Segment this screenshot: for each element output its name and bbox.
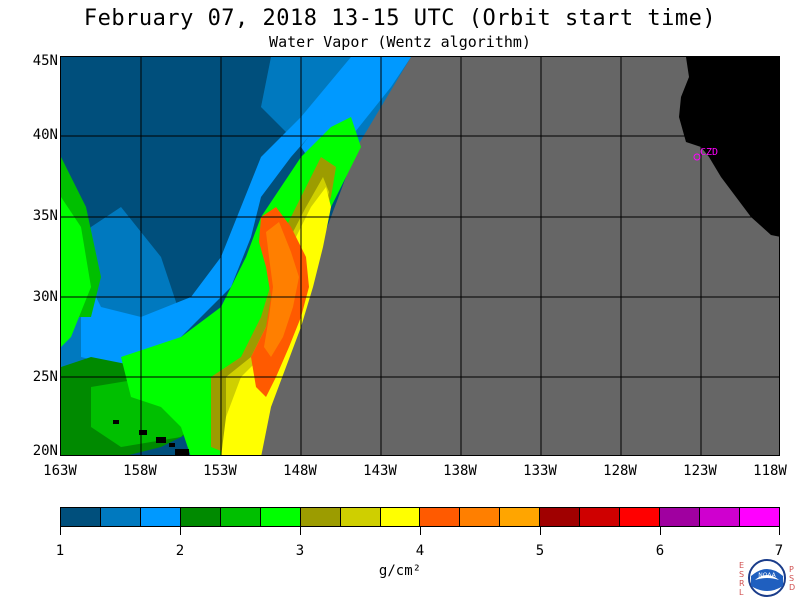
colorbar-tick: [420, 527, 421, 535]
map-subtitle: Water Vapor (Wentz algorithm): [269, 33, 531, 51]
colorbar-tick: [60, 527, 61, 535]
colorbar-swatch: [140, 508, 181, 526]
lat-label: 40N: [32, 127, 58, 143]
lon-label: 133W: [523, 463, 557, 479]
city-marker: [693, 153, 701, 161]
colorbar-label: 4: [415, 543, 425, 559]
lat-label: 45N: [32, 53, 58, 69]
colorbar-swatch: [180, 508, 221, 526]
colorbar-swatch: [220, 508, 261, 526]
colorbar-swatch: [500, 508, 541, 526]
lon-label: 148W: [283, 463, 317, 479]
colorbar-swatch: [700, 508, 740, 526]
colorbar-label: 3: [295, 543, 305, 559]
city-label: CZD: [700, 147, 719, 158]
lon-label: 153W: [203, 463, 237, 479]
logo-letter-right: D: [789, 583, 795, 592]
colorbar-unit: g/cm²: [378, 563, 422, 579]
colorbar-label: 6: [655, 543, 665, 559]
colorbar-tick: [660, 527, 661, 535]
lat-label: 25N: [32, 369, 58, 385]
colorbar-label: 2: [175, 543, 185, 559]
colorbar-swatch: [540, 508, 581, 526]
lon-label: 118W: [753, 463, 787, 479]
colorbar-swatch: [380, 508, 421, 526]
colorbar-swatch: [460, 508, 501, 526]
logo-letter-left: R: [739, 579, 745, 588]
colorbar-swatch: [420, 508, 461, 526]
colorbar-swatch: [100, 508, 141, 526]
hawaii-islands: [113, 420, 189, 455]
lon-label: 143W: [363, 463, 397, 479]
colorbar-tick: [540, 527, 541, 535]
colorbar-swatch: [739, 508, 779, 526]
logo-letter-left: E: [739, 561, 744, 570]
colorbar-label: 5: [535, 543, 545, 559]
logo-letter-right: S: [789, 574, 794, 583]
logo-letter-left: L: [739, 588, 744, 597]
water-vapor-map: [60, 56, 780, 456]
land-california: [679, 57, 779, 237]
colorbar-swatch: [61, 508, 101, 526]
colorbar-swatch: [340, 508, 381, 526]
colorbar-swatch: [660, 508, 700, 526]
lat-label: 30N: [32, 289, 58, 305]
data-swath: [61, 57, 411, 455]
colorbar-tick: [779, 527, 780, 535]
map-title: February 07, 2018 13-15 UTC (Orbit start…: [83, 6, 717, 31]
colorbar-swatch: [580, 508, 621, 526]
lat-label: 20N: [32, 443, 58, 459]
colorbar-label: 7: [774, 543, 784, 559]
colorbar-swatch: [300, 508, 341, 526]
lat-label: 35N: [32, 208, 58, 224]
colorbar-tick: [300, 527, 301, 535]
colorbar-tick: [180, 527, 181, 535]
noaa-emblem-text: NOAA: [758, 572, 776, 579]
noaa-esrl-psd-logo: E S R L P S D NOAA: [737, 556, 797, 600]
colorbar-swatch: [260, 508, 301, 526]
graticule: [61, 57, 779, 455]
lon-label: 163W: [43, 463, 77, 479]
lon-label: 158W: [123, 463, 157, 479]
colorbar-swatch: [620, 508, 661, 526]
lon-label: 123W: [683, 463, 717, 479]
lon-label: 128W: [603, 463, 637, 479]
colorbar: [60, 507, 780, 527]
colorbar-label: 1: [55, 543, 65, 559]
logo-letter-left: S: [739, 570, 744, 579]
lon-label: 138W: [443, 463, 477, 479]
logo-letter-right: P: [789, 565, 794, 574]
